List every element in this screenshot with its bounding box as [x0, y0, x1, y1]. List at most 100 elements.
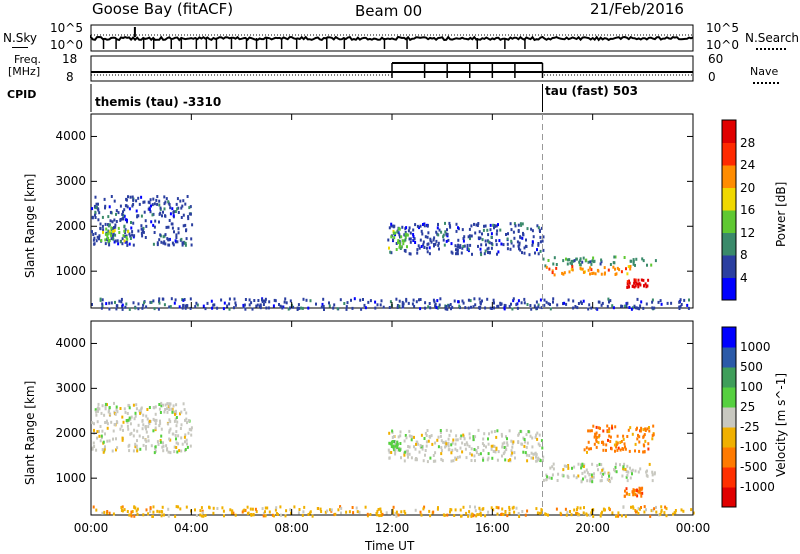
heatmap-cell — [130, 514, 133, 518]
colorbar-swatch — [722, 387, 736, 408]
heatmap-cell — [432, 238, 435, 242]
heatmap-cell — [632, 488, 635, 492]
heatmap-cell — [584, 475, 587, 479]
heatmap-cell — [152, 223, 155, 227]
heatmap-cell — [551, 271, 554, 275]
heatmap-cell — [566, 258, 569, 262]
heatmap-cell — [600, 272, 603, 276]
heatmap-cell — [111, 234, 114, 238]
heatmap-cell — [631, 432, 634, 436]
heatmap-cell — [114, 225, 117, 229]
heatmap-cell — [121, 307, 124, 311]
nave-label: Nave — [750, 65, 779, 78]
heatmap-cell — [622, 437, 625, 441]
heatmap-cell — [124, 410, 127, 414]
heatmap-cell — [562, 272, 565, 276]
heatmap-cell — [419, 307, 422, 311]
heatmap-cell — [595, 435, 598, 439]
heatmap-cell — [497, 304, 500, 308]
heatmap-cell — [606, 478, 609, 482]
heatmap-cell — [150, 220, 153, 224]
heatmap-cell — [466, 243, 469, 247]
heatmap-cell — [126, 220, 128, 224]
heatmap-cell — [608, 506, 611, 510]
heatmap-cell — [651, 300, 654, 304]
heatmap-cell — [243, 508, 246, 512]
heatmap-cell — [413, 445, 415, 449]
heatmap-cell — [108, 205, 111, 209]
heatmap-cell — [190, 428, 193, 432]
heatmap-cell — [614, 255, 617, 259]
heatmap-cell — [321, 302, 324, 306]
heatmap-cell — [382, 305, 385, 309]
heatmap-cell — [492, 223, 495, 227]
heatmap-cell — [509, 247, 512, 251]
heatmap-cell — [413, 304, 416, 308]
heatmap-cell — [535, 453, 538, 457]
heatmap-cell — [634, 449, 636, 453]
heatmap-cell — [379, 303, 382, 307]
heatmap-cell — [201, 509, 204, 513]
heatmap-cell — [136, 214, 139, 218]
heatmap-cell — [142, 443, 145, 447]
heatmap-cell — [449, 429, 452, 433]
heatmap-cell — [468, 227, 471, 231]
heatmap-cell — [163, 513, 165, 517]
heatmap-cell — [116, 446, 119, 450]
heatmap-cell — [112, 437, 114, 441]
heatmap-cell — [643, 510, 646, 514]
heatmap-cell — [181, 442, 184, 446]
heatmap-cell — [374, 300, 377, 304]
heatmap-cell — [613, 443, 616, 447]
heatmap-cell — [339, 298, 342, 302]
heatmap-cell — [529, 304, 532, 307]
heatmap-cell — [545, 473, 548, 477]
heatmap-cell — [453, 299, 456, 303]
power-colorbar-label: Power [dB] — [774, 181, 788, 247]
heatmap-cell — [611, 424, 613, 428]
colorbar-swatch — [722, 255, 736, 278]
heatmap-cell — [651, 298, 654, 302]
heatmap-cell — [615, 445, 618, 449]
heatmap-cell — [131, 204, 134, 208]
heatmap-cell — [110, 195, 113, 198]
heatmap-cell — [524, 440, 526, 444]
heatmap-cell — [484, 514, 487, 518]
heatmap-cell — [102, 450, 105, 454]
heatmap-cell — [391, 508, 394, 512]
heatmap-cell — [150, 204, 152, 208]
heatmap-cell — [163, 207, 166, 211]
heatmap-cell — [508, 511, 511, 515]
heatmap-cell — [647, 447, 650, 451]
heatmap-cell — [487, 442, 490, 446]
heatmap-cell — [177, 227, 180, 231]
heatmap-cell — [445, 428, 448, 432]
heatmap-cell — [442, 233, 445, 237]
heatmap-cell — [426, 429, 429, 432]
heatmap-cell — [145, 430, 148, 434]
heatmap-cell — [202, 304, 205, 308]
heatmap-cell — [186, 445, 189, 449]
heatmap-cell — [177, 505, 180, 509]
heatmap-cell — [183, 240, 186, 244]
heatmap-cell — [627, 428, 630, 432]
heatmap-cell — [535, 459, 538, 463]
heatmap-cell — [440, 452, 443, 456]
heatmap-cell — [479, 236, 482, 240]
heatmap-cell — [482, 448, 485, 452]
heatmap-cell — [437, 305, 440, 309]
heatmap-cell — [114, 412, 117, 416]
heatmap-cell — [167, 514, 170, 518]
heatmap-cell — [114, 423, 117, 426]
heatmap-cell — [624, 304, 627, 308]
heatmap-cell — [457, 243, 460, 247]
heatmap-cell — [523, 438, 526, 441]
heatmap-cell — [625, 470, 628, 473]
heatmap-cell — [422, 459, 425, 463]
heatmap-cell — [211, 306, 214, 310]
heatmap-cell — [541, 459, 544, 462]
heatmap-cell — [552, 300, 554, 304]
heatmap-cell — [444, 307, 447, 311]
nsky-tick-low: 10^0 — [50, 38, 83, 52]
heatmap-cell — [101, 404, 104, 408]
